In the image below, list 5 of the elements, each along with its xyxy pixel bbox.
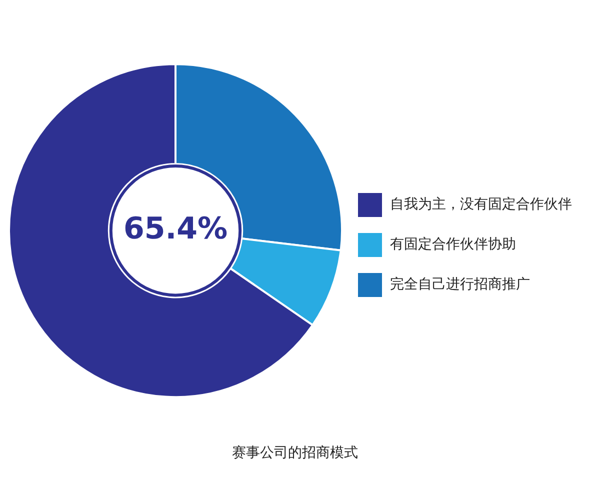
- legend-label: 自我为主，没有固定合作伙伴: [390, 196, 572, 213]
- text: 65.4%: [123, 211, 228, 246]
- legend-label: 完全自己进行招商推广: [390, 276, 530, 293]
- text: 赛事公司的招商模式: [232, 445, 358, 462]
- legend-label: 有固定合作伙伴协助: [390, 236, 516, 253]
